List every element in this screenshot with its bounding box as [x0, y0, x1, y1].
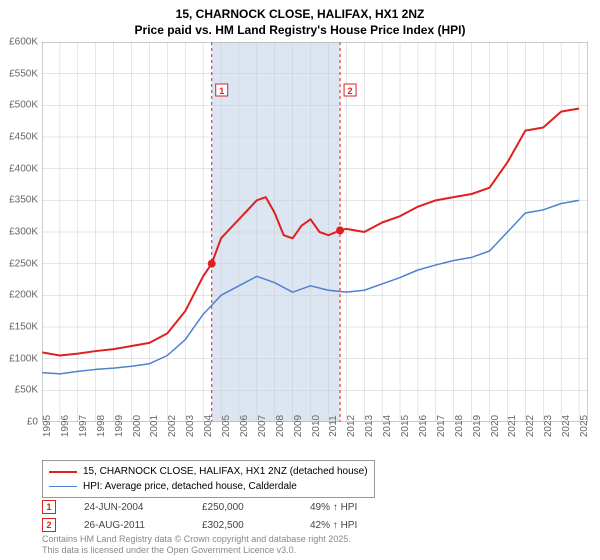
sale-date: 24-JUN-2004: [84, 502, 174, 513]
sale-date: 26-AUG-2011: [84, 520, 174, 531]
legend-label: 15, CHARNOCK CLOSE, HALIFAX, HX1 2NZ (de…: [83, 464, 368, 479]
y-tick-label: £100K: [9, 353, 38, 364]
x-tick-label: 2012: [346, 415, 357, 437]
x-tick-label: 2004: [203, 415, 214, 437]
x-tick-label: 2000: [132, 415, 143, 437]
x-axis-labels: 1995199619971998199920002001200220032004…: [42, 424, 588, 452]
y-tick-label: £300K: [9, 227, 38, 238]
x-tick-label: 2006: [239, 415, 250, 437]
x-tick-label: 1995: [42, 415, 53, 437]
svg-text:2: 2: [348, 86, 353, 96]
sale-marker: 2: [42, 518, 56, 532]
x-tick-label: 2019: [472, 415, 483, 437]
x-tick-label: 2018: [454, 415, 465, 437]
svg-text:1: 1: [219, 86, 224, 96]
sale-row: 1 24-JUN-2004 £250,000 49% ↑ HPI: [42, 498, 357, 516]
legend-label: HPI: Average price, detached house, Cald…: [83, 479, 297, 494]
y-tick-label: £250K: [9, 258, 38, 269]
x-tick-label: 1998: [96, 415, 107, 437]
sale-price: £250,000: [202, 502, 282, 513]
x-tick-label: 2005: [221, 415, 232, 437]
x-tick-label: 1999: [114, 415, 125, 437]
sale-price: £302,500: [202, 520, 282, 531]
x-tick-label: 2021: [507, 415, 518, 437]
x-tick-label: 2025: [579, 415, 590, 437]
x-tick-label: 2002: [167, 415, 178, 437]
x-tick-label: 1997: [78, 415, 89, 437]
title-block: 15, CHARNOCK CLOSE, HALIFAX, HX1 2NZ Pri…: [0, 0, 600, 38]
title-line2: Price paid vs. HM Land Registry's House …: [0, 22, 600, 38]
y-tick-label: £500K: [9, 100, 38, 111]
y-tick-label: £150K: [9, 322, 38, 333]
x-tick-label: 2008: [275, 415, 286, 437]
x-tick-label: 2010: [311, 415, 322, 437]
x-tick-label: 2011: [328, 415, 339, 437]
x-tick-label: 2015: [400, 415, 411, 437]
x-tick-label: 2020: [490, 415, 501, 437]
x-tick-label: 2014: [382, 415, 393, 437]
legend-swatch: [49, 471, 77, 473]
x-tick-label: 2001: [149, 415, 160, 437]
footer-line1: Contains HM Land Registry data © Crown c…: [42, 534, 351, 545]
x-tick-label: 2022: [525, 415, 536, 437]
x-tick-label: 2007: [257, 415, 268, 437]
x-tick-label: 2009: [293, 415, 304, 437]
x-tick-label: 2016: [418, 415, 429, 437]
title-line1: 15, CHARNOCK CLOSE, HALIFAX, HX1 2NZ: [0, 6, 600, 22]
y-tick-label: £350K: [9, 195, 38, 206]
sale-note: 49% ↑ HPI: [310, 502, 357, 513]
sales-table: 1 24-JUN-2004 £250,000 49% ↑ HPI 2 26-AUG-201…: [42, 498, 357, 534]
y-tick-label: £400K: [9, 163, 38, 174]
chart-area: 12: [42, 42, 588, 422]
y-tick-label: £450K: [9, 132, 38, 143]
y-axis-labels: £0£50K£100K£150K£200K£250K£300K£350K£400…: [0, 42, 40, 422]
sale-row: 2 26-AUG-2011 £302,500 42% ↑ HPI: [42, 516, 357, 534]
x-tick-label: 2003: [185, 415, 196, 437]
x-tick-label: 2023: [543, 415, 554, 437]
y-tick-label: £550K: [9, 68, 38, 79]
y-tick-label: £0: [27, 417, 38, 428]
legend-row: HPI: Average price, detached house, Cald…: [49, 479, 368, 494]
chart-container: 15, CHARNOCK CLOSE, HALIFAX, HX1 2NZ Pri…: [0, 0, 600, 560]
legend-box: 15, CHARNOCK CLOSE, HALIFAX, HX1 2NZ (de…: [42, 460, 375, 498]
x-tick-label: 2017: [436, 415, 447, 437]
x-tick-label: 2024: [561, 415, 572, 437]
x-tick-label: 1996: [60, 415, 71, 437]
legend-row: 15, CHARNOCK CLOSE, HALIFAX, HX1 2NZ (de…: [49, 464, 368, 479]
footer-note: Contains HM Land Registry data © Crown c…: [42, 534, 351, 556]
y-tick-label: £600K: [9, 37, 38, 48]
x-tick-label: 2013: [364, 415, 375, 437]
footer-line2: This data is licensed under the Open Gov…: [42, 545, 351, 556]
legend-swatch: [49, 486, 77, 487]
sale-marker: 1: [42, 500, 56, 514]
sale-note: 42% ↑ HPI: [310, 520, 357, 531]
y-tick-label: £200K: [9, 290, 38, 301]
y-tick-label: £50K: [15, 385, 38, 396]
chart-svg: 12: [42, 42, 588, 422]
